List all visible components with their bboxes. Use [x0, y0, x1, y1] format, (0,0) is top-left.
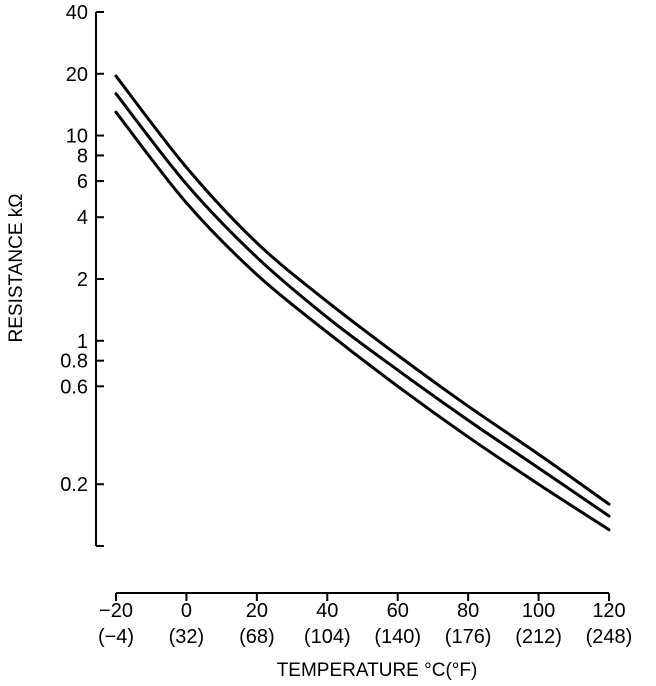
x-tick-sublabel: (176)	[445, 626, 492, 648]
x-tick-sublabel: (140)	[374, 626, 421, 648]
curves	[114, 74, 611, 532]
curve-3	[114, 110, 611, 532]
y-tick-label: 6	[77, 171, 88, 193]
x-tick-label: 0	[181, 600, 192, 622]
curve-1	[114, 74, 611, 506]
x-tick-sublabel: (212)	[515, 626, 562, 648]
y-tick-label: 1	[77, 331, 88, 353]
x-tick-label: 80	[457, 600, 479, 622]
ticks: 40 20 108 6 4 2 10.8 0.6 0.2 −20 (−4) 0 (32) 20 (68) 40…	[60, 2, 632, 648]
curve-2	[114, 92, 611, 518]
y-tick-label: 0.6	[60, 376, 88, 398]
x-tick-label: −20	[99, 600, 133, 622]
x-tick-label: 100	[522, 600, 555, 622]
x-tick-sublabel: (104)	[304, 626, 351, 648]
y-tick-label: 0.2	[60, 474, 88, 496]
y-axis-title: RESISTANCE kΩ	[6, 194, 27, 343]
y-tick-label: 10	[66, 126, 88, 148]
y-tick-label: 4	[77, 207, 88, 229]
y-tick-label: 2	[77, 269, 88, 291]
y-tick-label: 40	[66, 2, 88, 24]
x-axis-title: TEMPERATURE °C(°F)	[277, 660, 478, 681]
y-tick-label: 8	[77, 145, 88, 167]
axes	[95, 12, 609, 594]
x-tick-label: 40	[316, 600, 338, 622]
x-tick-sublabel: (32)	[169, 626, 205, 648]
y-tick-label: 0.8	[60, 351, 88, 373]
x-tick-sublabel: (−4)	[98, 626, 134, 648]
x-tick-label: 20	[246, 600, 268, 622]
x-tick-sublabel: (68)	[239, 626, 275, 648]
x-tick-label: 60	[387, 600, 409, 622]
x-tick-sublabel: (248)	[586, 626, 633, 648]
y-tick-label: 20	[66, 64, 88, 86]
x-tick-label: 120	[592, 600, 625, 622]
